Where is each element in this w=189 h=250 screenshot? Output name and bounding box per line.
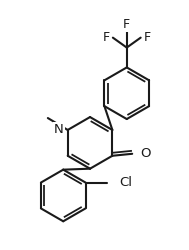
- Text: O: O: [140, 147, 151, 160]
- Text: F: F: [102, 31, 109, 44]
- Text: F: F: [123, 18, 130, 31]
- Text: N: N: [54, 124, 64, 136]
- Text: F: F: [144, 31, 151, 44]
- Text: Cl: Cl: [119, 176, 132, 189]
